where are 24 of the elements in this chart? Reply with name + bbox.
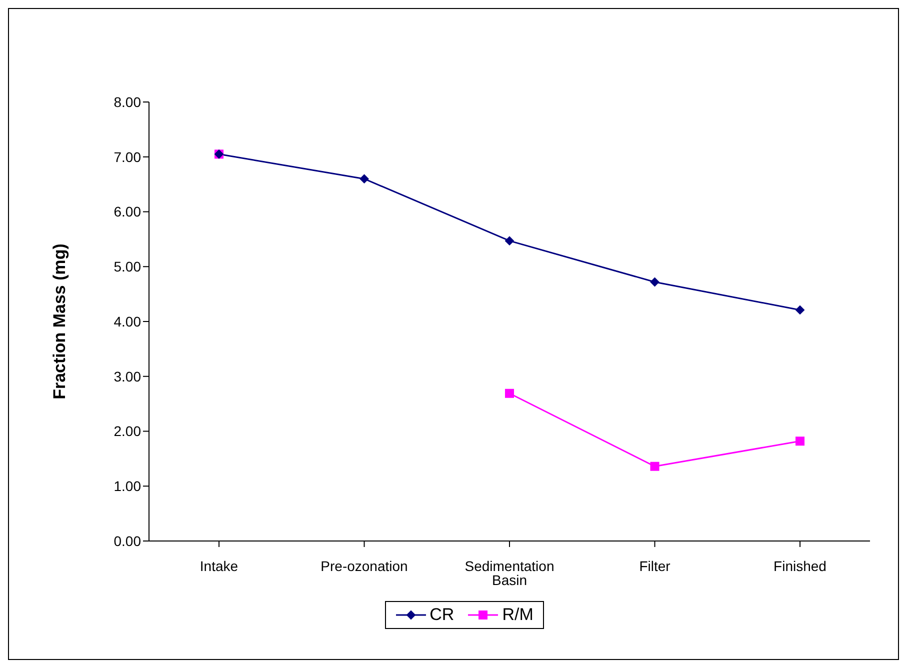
- x-tick-label: Finished: [774, 558, 826, 574]
- y-tick-label: 6.00: [114, 204, 142, 220]
- point: [796, 436, 804, 446]
- point: [796, 305, 804, 314]
- x-tick-label: Intake: [200, 558, 238, 574]
- y-tick-label: 5.00: [114, 258, 142, 275]
- point: [505, 388, 514, 398]
- x-tick-label: Sedimentation Basin: [464, 558, 554, 588]
- point: [650, 462, 660, 471]
- y-axis-title: Fraction Mass (mg): [50, 244, 70, 400]
- point: [360, 174, 369, 184]
- y-tick-label: 3.00: [114, 368, 142, 384]
- point: [650, 277, 660, 286]
- x-tick-label: Filter: [639, 558, 671, 574]
- y-tick-label: 4.00: [114, 313, 142, 330]
- legend-label: R/M: [501, 605, 534, 625]
- point: [505, 236, 514, 246]
- y-tick-label: 7.00: [114, 148, 142, 165]
- y-tick-label: 8.00: [114, 94, 142, 110]
- y-tick-label: 0.00: [114, 532, 142, 549]
- y-tick-label: 1.00: [114, 478, 142, 494]
- legend-label: CR: [428, 605, 454, 625]
- x-tick-label: Pre-ozonation: [320, 558, 408, 574]
- y-tick-label: 2.00: [114, 423, 142, 440]
